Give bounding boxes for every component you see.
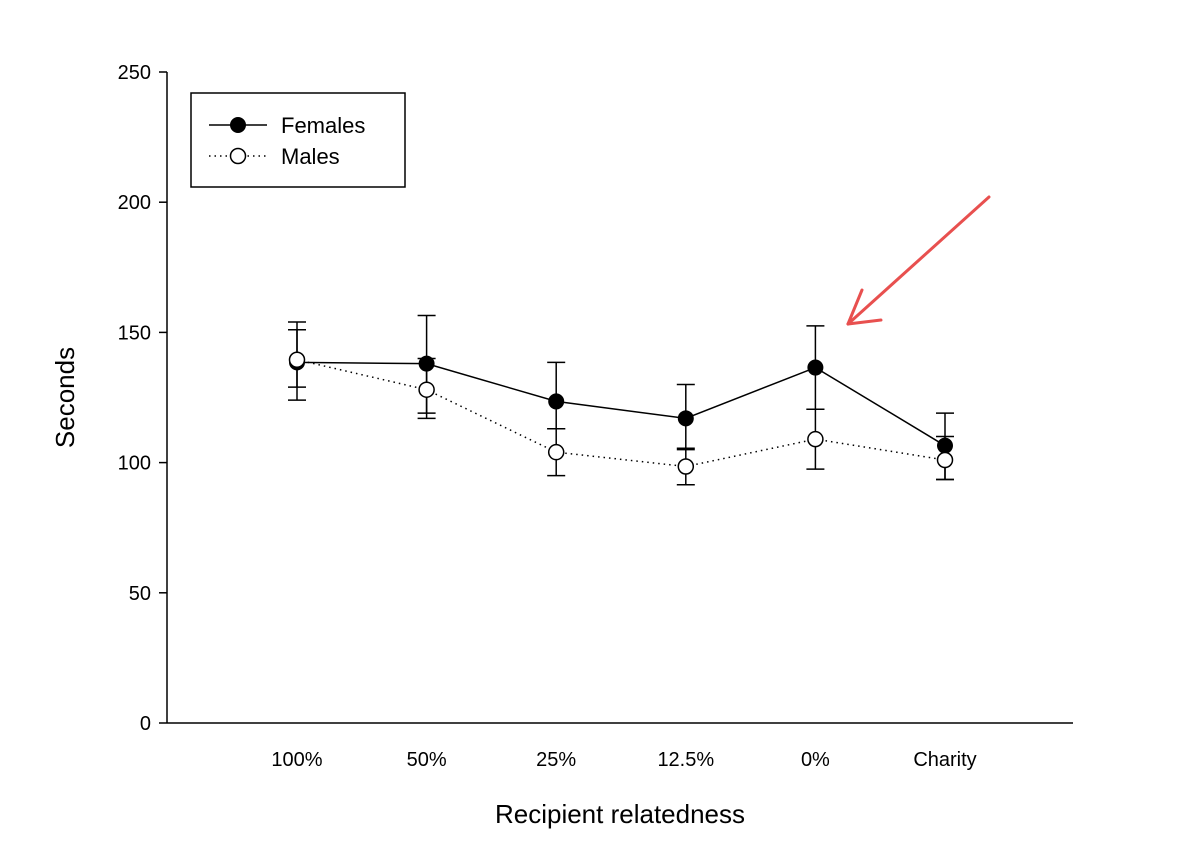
data-point-males	[807, 430, 824, 448]
data-point-males	[288, 351, 306, 368]
y-tick-label: 50	[129, 583, 151, 605]
legend-label: Males	[281, 144, 340, 169]
legend-marker	[229, 147, 247, 165]
data-point-females	[677, 410, 694, 427]
data-point-females	[548, 393, 565, 410]
x-tick-label: 25%	[536, 749, 576, 771]
series-markers	[288, 351, 954, 475]
data-point-males	[936, 451, 954, 469]
legend-label: Females	[281, 113, 365, 138]
data-point-males	[418, 381, 435, 398]
arrow-shaft	[846, 195, 991, 326]
series-line-females	[296, 361, 946, 447]
legend: Females Males	[190, 92, 406, 188]
x-axis-title: Recipient relatedness	[495, 799, 745, 829]
data-point-females	[807, 359, 824, 376]
y-axis-title: Seconds	[50, 347, 80, 448]
legend-marker	[230, 117, 246, 133]
data-point-males	[547, 443, 565, 461]
arrow-head	[846, 318, 883, 326]
x-tick-label: 50%	[407, 749, 447, 771]
series-line-males	[296, 359, 946, 468]
y-tick-label: 0	[140, 713, 151, 735]
x-tick-label: 0%	[801, 749, 830, 771]
annotation-arrow	[846, 195, 991, 326]
data-point-males	[677, 458, 695, 475]
x-tick-label: 100%	[271, 749, 322, 771]
series-lines	[296, 359, 946, 468]
data-point-females	[937, 437, 953, 454]
x-tick-label: Charity	[913, 749, 976, 771]
arrow-head	[846, 288, 864, 326]
y-tick-label: 200	[118, 192, 151, 214]
axes: 0 50 100 150 200 250 100% 50% 25% 12.5% 0% Charity R…	[50, 62, 1073, 829]
x-tick-label: 12.5%	[657, 749, 714, 771]
y-tick-label: 150	[118, 322, 151, 344]
legend-box	[190, 92, 406, 188]
data-point-females	[418, 355, 435, 372]
y-tick-label: 250	[118, 62, 151, 84]
y-tick-label: 100	[118, 453, 151, 475]
